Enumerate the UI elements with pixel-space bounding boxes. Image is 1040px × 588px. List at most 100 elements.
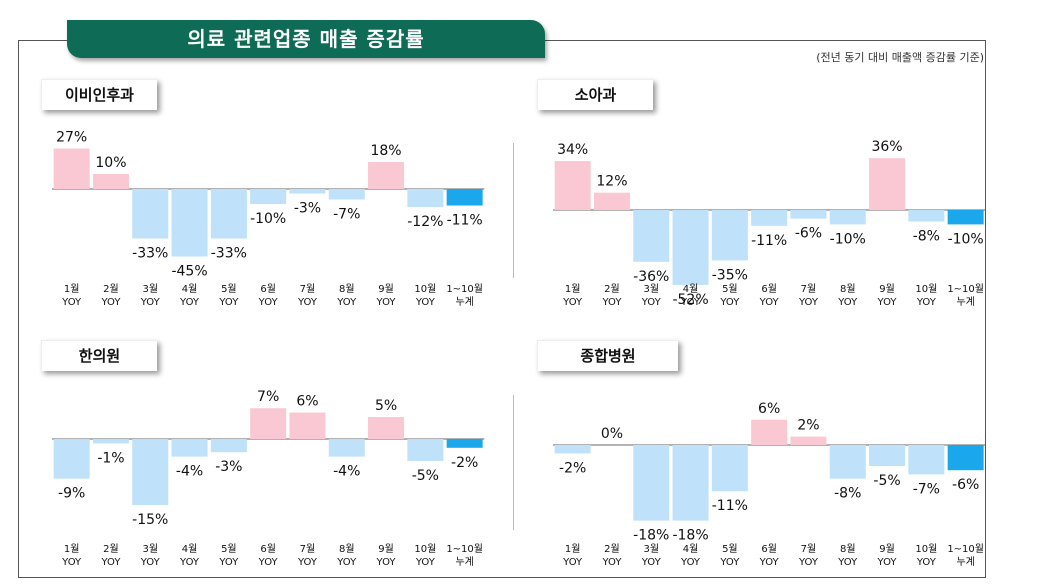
category-label: 7월 bbox=[300, 283, 316, 295]
category-label: 4월 bbox=[683, 543, 699, 555]
category-sublabel: YOY bbox=[140, 557, 161, 568]
bar bbox=[672, 210, 709, 285]
data-label: -6% bbox=[795, 226, 822, 242]
data-label: -11% bbox=[712, 498, 748, 514]
panel-title-pediatrics: 소아과 bbox=[537, 79, 653, 110]
category-label: 9월 bbox=[879, 543, 895, 555]
category-label: 2월 bbox=[103, 543, 119, 555]
data-label: -4% bbox=[176, 464, 203, 480]
category-label: 4월 bbox=[683, 283, 699, 295]
category-label: 6월 bbox=[260, 283, 276, 295]
category-sublabel: YOY bbox=[179, 557, 200, 568]
bar bbox=[633, 210, 670, 262]
data-label: -8% bbox=[913, 229, 940, 245]
category-sublabel: 누계 bbox=[956, 296, 974, 308]
bar bbox=[210, 189, 247, 239]
category-label: 9월 bbox=[378, 283, 394, 295]
data-label: -2% bbox=[559, 460, 586, 476]
category-sublabel: YOY bbox=[680, 297, 701, 308]
data-label: -5% bbox=[873, 473, 900, 489]
bar bbox=[869, 445, 906, 466]
bar bbox=[250, 189, 287, 204]
bar bbox=[53, 439, 90, 479]
category-label: 8월 bbox=[840, 543, 856, 555]
bar bbox=[250, 408, 287, 439]
category-sublabel: YOY bbox=[641, 297, 662, 308]
category-label: 9월 bbox=[879, 283, 895, 295]
category-label: 1월 bbox=[565, 543, 581, 555]
category-label: 7월 bbox=[801, 543, 817, 555]
bar bbox=[554, 161, 591, 210]
category-sublabel: YOY bbox=[61, 297, 82, 308]
category-label: 5월 bbox=[722, 543, 738, 555]
data-label: -35% bbox=[712, 267, 748, 283]
category-sublabel: YOY bbox=[916, 297, 937, 308]
panel-divider-top bbox=[513, 143, 514, 278]
category-sublabel: YOY bbox=[100, 297, 121, 308]
bar bbox=[908, 210, 945, 222]
category-sublabel: YOY bbox=[258, 557, 279, 568]
data-label: -9% bbox=[58, 486, 85, 502]
data-label: 10% bbox=[95, 155, 126, 171]
category-sublabel: YOY bbox=[719, 557, 740, 568]
category-sublabel: YOY bbox=[680, 557, 701, 568]
bar bbox=[328, 439, 365, 457]
page-title: 의료 관련업종 매출 증감률 bbox=[67, 20, 545, 58]
data-label: 12% bbox=[596, 174, 627, 190]
category-sublabel: YOY bbox=[376, 297, 397, 308]
category-sublabel: YOY bbox=[877, 557, 898, 568]
bar bbox=[711, 445, 748, 492]
category-label: 1~10월 bbox=[446, 543, 483, 555]
category-sublabel: YOY bbox=[759, 297, 780, 308]
basis-note: (전년 동기 대비 매출액 증감률 기준) bbox=[816, 51, 984, 64]
data-label: -18% bbox=[672, 528, 708, 544]
data-label: 7% bbox=[257, 389, 279, 405]
category-label: 6월 bbox=[260, 543, 276, 555]
panel-title-ent: 이비인후과 bbox=[41, 79, 157, 110]
category-sublabel: YOY bbox=[719, 297, 740, 308]
bar bbox=[92, 439, 129, 444]
bar bbox=[672, 445, 709, 521]
category-sublabel: 누계 bbox=[455, 296, 473, 308]
bar bbox=[368, 417, 405, 439]
panel-title-oriental-clinic: 한의원 bbox=[41, 340, 157, 371]
data-label: 6% bbox=[758, 401, 780, 417]
data-label: 36% bbox=[871, 139, 902, 155]
bar bbox=[593, 192, 630, 210]
category-label: 8월 bbox=[840, 283, 856, 295]
bar bbox=[446, 189, 483, 206]
data-label: -7% bbox=[913, 481, 940, 497]
data-label: -1% bbox=[97, 450, 124, 466]
bar bbox=[132, 189, 169, 239]
bar bbox=[407, 439, 444, 461]
category-label: 3월 bbox=[142, 543, 158, 555]
category-sublabel: YOY bbox=[100, 557, 121, 568]
category-label: 4월 bbox=[182, 283, 198, 295]
data-label: 2% bbox=[797, 418, 819, 434]
category-sublabel: YOY bbox=[759, 557, 780, 568]
category-sublabel: YOY bbox=[218, 557, 239, 568]
bar bbox=[633, 445, 670, 521]
data-label: 18% bbox=[370, 143, 401, 159]
category-label: 6월 bbox=[761, 543, 777, 555]
data-label: -3% bbox=[215, 459, 242, 475]
category-sublabel: YOY bbox=[641, 557, 662, 568]
data-label: -52% bbox=[672, 292, 708, 308]
category-sublabel: YOY bbox=[798, 557, 819, 568]
data-label: -33% bbox=[211, 246, 247, 262]
category-label: 4월 bbox=[182, 543, 198, 555]
category-sublabel: YOY bbox=[297, 297, 318, 308]
bar bbox=[829, 445, 866, 479]
data-label: -12% bbox=[407, 214, 443, 230]
data-label: -7% bbox=[333, 207, 360, 223]
bar bbox=[908, 445, 945, 475]
data-label: -5% bbox=[412, 468, 439, 484]
category-sublabel: YOY bbox=[415, 557, 436, 568]
category-label: 7월 bbox=[801, 283, 817, 295]
data-label: -10% bbox=[250, 211, 286, 227]
bar bbox=[829, 210, 866, 225]
category-sublabel: YOY bbox=[336, 557, 357, 568]
bar bbox=[947, 210, 984, 225]
category-label: 3월 bbox=[643, 283, 659, 295]
